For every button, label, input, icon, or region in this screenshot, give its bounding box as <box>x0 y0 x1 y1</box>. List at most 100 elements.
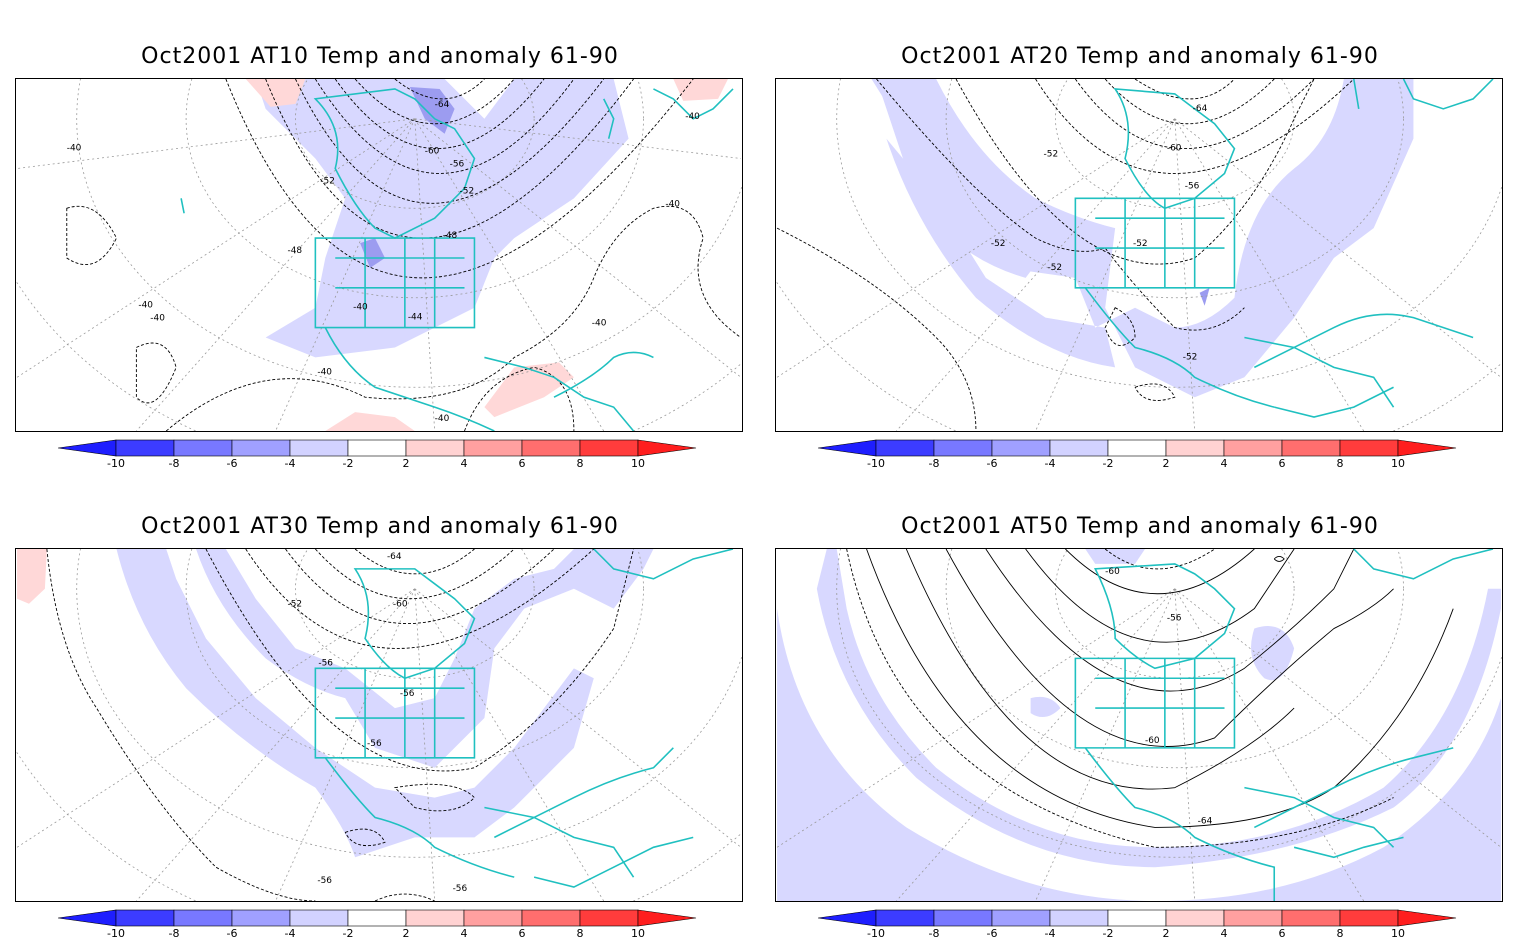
colorbar-segment <box>231 909 291 927</box>
colorbar-tick-label: -6 <box>227 927 238 940</box>
panel-title: Oct2001 AT10 Temp and anomaly 61-90 <box>141 44 619 69</box>
contour-label: -56 <box>1185 181 1200 191</box>
contour-label: -56 <box>1167 614 1182 624</box>
colorbar-segment <box>463 909 523 927</box>
negative-anomaly-region <box>1251 626 1295 681</box>
colorbar-tick-label: -2 <box>1103 457 1114 470</box>
colorbar-tick-label: 10 <box>631 457 645 470</box>
anomaly-colorbar: -10 -8 -6 -4 -2 2 4 6 8 10 <box>818 438 1462 470</box>
contour-labels: -60 -56 -60 -64 <box>1105 567 1212 827</box>
contour-label: -48 <box>288 246 303 256</box>
colorbar-segment <box>289 909 349 927</box>
colorbar-tick-label: -8 <box>929 927 940 940</box>
colorbar-tick-label: -2 <box>1103 927 1114 940</box>
map-frame: -64 -60 -56 -52 -52 -52 -52 -52 <box>775 78 1503 432</box>
panel-title: Oct2001 AT20 Temp and anomaly 61-90 <box>901 44 1379 69</box>
colorbar-tick-label: -10 <box>107 457 125 470</box>
contour-labels: -64 -60 -56 -52 -52 -48 -48 -44 -40 -40 … <box>67 100 700 424</box>
colorbar-segment <box>875 439 935 457</box>
colorbar-tick-label: -4 <box>1045 457 1056 470</box>
colorbar-tick-label: 4 <box>461 457 468 470</box>
contour-label: -56 <box>317 876 332 886</box>
colorbar-tick-label: 6 <box>519 457 526 470</box>
colorbar-tick-label: -6 <box>987 927 998 940</box>
contour-label: -64 <box>435 100 450 110</box>
colorbar-segment <box>1281 909 1341 927</box>
temperature-contours <box>776 79 1355 431</box>
colorbar-segment <box>405 909 465 927</box>
colorbar-tick-label: 10 <box>631 927 645 940</box>
polar-map: -64 -60 -56 -52 -52 -48 -48 -44 -40 -40 … <box>16 79 742 431</box>
colorbar-segment <box>1281 439 1341 457</box>
colorbar-tick-label: -6 <box>987 457 998 470</box>
negative-anomaly-region <box>111 549 654 768</box>
panel-title: Oct2001 AT50 Temp and anomaly 61-90 <box>901 514 1379 539</box>
colorbar-tick-label: 8 <box>577 457 584 470</box>
colorbar-min-arrow <box>58 439 117 457</box>
polar-map: -60 -56 -60 -64 <box>776 549 1502 901</box>
contour-label: -64 <box>387 552 402 562</box>
panel-at50: Oct2001 AT50 Temp and anomaly 61-90 <box>760 470 1520 940</box>
colorbar-segment <box>933 439 993 457</box>
panel-at20: Oct2001 AT20 Temp and anomaly 61-90 <box>760 0 1520 470</box>
negative-anomaly-core <box>360 238 385 268</box>
contour-label: -44 <box>408 313 423 323</box>
panel-title: Oct2001 AT30 Temp and anomaly 61-90 <box>141 514 619 539</box>
colorbar-tick-label: 6 <box>1279 457 1286 470</box>
colorbar-segment <box>1339 909 1399 927</box>
contour-label: -40 <box>685 112 700 122</box>
contour-label: -52 <box>460 186 475 196</box>
colorbar-tick-label: 4 <box>1221 457 1228 470</box>
negative-anomaly-region <box>777 549 1501 901</box>
temperature-contours <box>46 549 634 901</box>
colorbar-min-arrow <box>818 909 877 927</box>
positive-anomaly-region <box>484 362 574 418</box>
negative-anomaly-region <box>871 79 1414 398</box>
colorbar-tick-label: -8 <box>169 457 180 470</box>
contour-label: -40 <box>353 303 368 313</box>
colorbar-segment <box>231 439 291 457</box>
contour-label: -52 <box>320 176 335 186</box>
colorbar-tick-label: -2 <box>343 927 354 940</box>
colorbar-segment <box>173 439 233 457</box>
map-frame: -64 -60 -56 -52 -52 -48 -48 -44 -40 -40 … <box>15 78 743 432</box>
coastlines <box>180 88 734 431</box>
colorbar-segment <box>1339 439 1399 457</box>
colorbar-segment <box>1049 909 1109 927</box>
coastlines <box>1074 79 1494 418</box>
negative-anomaly-region <box>1030 696 1061 718</box>
positive-anomaly-region <box>17 549 47 604</box>
contour-label: -52 <box>1183 352 1198 362</box>
colorbar-tick-label: -10 <box>107 927 125 940</box>
colorbar-segment <box>1049 439 1109 457</box>
contour-label: -56 <box>318 658 333 668</box>
negative-anomaly-core <box>409 86 455 134</box>
colorbar-tick-label: 6 <box>1279 927 1286 940</box>
colorbar-tick-label: 8 <box>577 927 584 940</box>
colorbar-svg: -10 -8 -6 -4 -2 2 4 6 8 10 <box>818 439 1457 470</box>
colorbar-tick-label: -8 <box>929 457 940 470</box>
contour-label: -48 <box>443 231 458 241</box>
colorbar-tick-label: 8 <box>1337 457 1344 470</box>
contour-label: -64 <box>1198 816 1213 826</box>
contour-label: -60 <box>1145 736 1160 746</box>
colorbar-tick-label: -8 <box>169 927 180 940</box>
colorbar-tick-label: -4 <box>1045 927 1056 940</box>
contour-labels: -64 -60 -56 -52 -52 -52 -52 -52 <box>991 104 1208 363</box>
contour-label: -60 <box>425 147 440 157</box>
contour-label: -40 <box>317 367 332 377</box>
contour-label: -52 <box>991 239 1006 249</box>
colorbar-segment <box>933 909 993 927</box>
colorbar-segment <box>1107 909 1167 927</box>
contour-label: -56 <box>400 689 415 699</box>
colorbar-max-arrow <box>1397 909 1457 927</box>
colorbar-tick-label: 2 <box>403 927 410 940</box>
colorbar-tick-label: 8 <box>1337 927 1344 940</box>
colorbar-segment <box>579 909 639 927</box>
contour-label: -60 <box>1105 567 1120 577</box>
positive-anomaly-region <box>245 79 306 107</box>
contour-label: -40 <box>435 414 450 424</box>
colorbar-max-arrow <box>637 909 697 927</box>
colorbar-segment <box>1223 909 1283 927</box>
negative-anomaly-region <box>876 79 1056 278</box>
